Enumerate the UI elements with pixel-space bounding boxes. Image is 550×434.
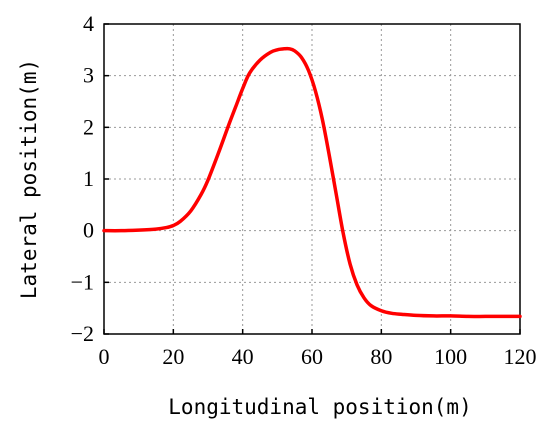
x-tick-labels: 0 20 40 60 80 100 120 (99, 344, 537, 369)
y-tick-label: 0 (83, 218, 94, 243)
y-tick-label: 4 (83, 11, 94, 36)
y-tick-label: 2 (83, 114, 94, 139)
y-tick-label: 1 (83, 166, 94, 191)
y-tick-label: −2 (71, 321, 94, 346)
x-tick-label: 20 (162, 344, 184, 369)
x-tick-label: 100 (434, 344, 467, 369)
x-tick-label: 80 (370, 344, 392, 369)
y-tick-label: −1 (71, 269, 94, 294)
x-tick-label: 60 (301, 344, 323, 369)
x-tick-label: 0 (99, 344, 110, 369)
y-tick-label: 3 (83, 63, 94, 88)
y-tick-labels: −2 −1 0 1 2 3 4 (71, 11, 94, 346)
axis-ticks (103, 23, 521, 335)
series-layer (102, 46, 522, 319)
x-tick-label: 40 (232, 344, 254, 369)
series-line (102, 46, 522, 319)
x-axis-label: Longitudinal position(m) (168, 395, 471, 419)
y-axis-label: Lateral position(m) (17, 59, 41, 299)
x-tick-label: 120 (504, 344, 537, 369)
grid (104, 24, 520, 334)
